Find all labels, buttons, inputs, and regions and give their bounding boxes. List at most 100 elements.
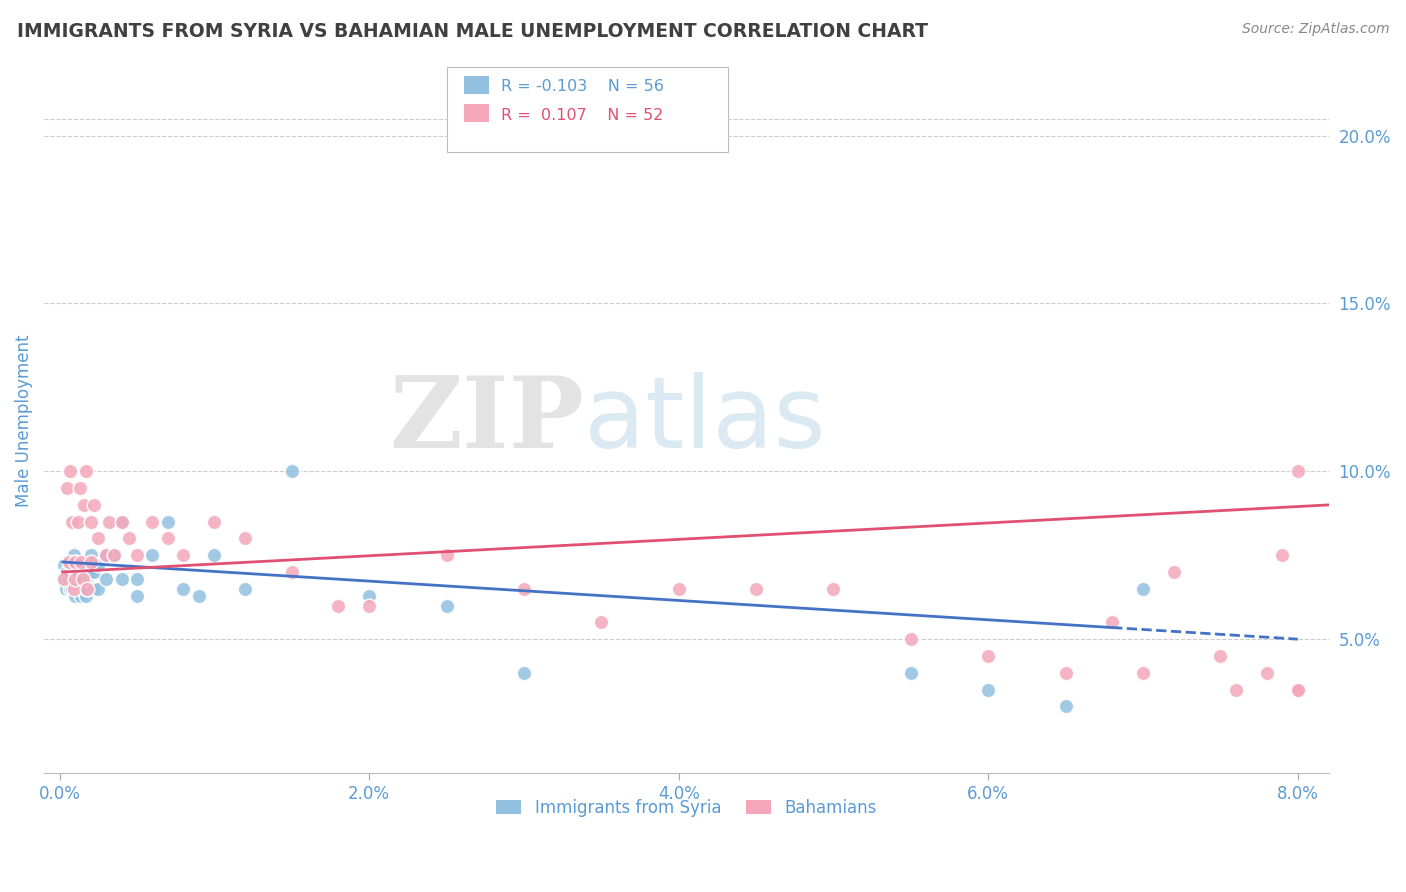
Point — [187, 589, 209, 603]
Y-axis label: Male Unemployment: Male Unemployment — [15, 334, 32, 508]
Point — [1286, 682, 1309, 697]
Point — [83, 582, 105, 596]
Point — [118, 532, 141, 546]
Point — [591, 615, 613, 630]
Point — [1286, 464, 1309, 478]
Point — [1225, 682, 1247, 697]
Point — [76, 582, 98, 596]
Point — [56, 565, 79, 579]
Point — [63, 572, 86, 586]
Point — [58, 572, 80, 586]
Legend: Immigrants from Syria, Bahamians: Immigrants from Syria, Bahamians — [488, 790, 884, 825]
Point — [513, 665, 536, 680]
Point — [60, 515, 83, 529]
Point — [94, 548, 117, 562]
Point — [1101, 615, 1123, 630]
Point — [98, 515, 121, 529]
Point — [233, 532, 256, 546]
Point — [172, 548, 194, 562]
Point — [58, 555, 80, 569]
Point — [69, 558, 91, 573]
Point — [668, 582, 690, 596]
Point — [1256, 665, 1278, 680]
Point — [69, 582, 91, 596]
Point — [1054, 665, 1077, 680]
Point — [59, 464, 82, 478]
Point — [73, 498, 96, 512]
Point — [63, 555, 86, 569]
Point — [79, 555, 101, 569]
Point — [156, 515, 179, 529]
Point — [1209, 648, 1232, 663]
Point — [60, 558, 83, 573]
Point — [59, 565, 82, 579]
Point — [75, 464, 97, 478]
Point — [103, 548, 125, 562]
Text: ZIP: ZIP — [389, 373, 583, 469]
Point — [70, 589, 93, 603]
Point — [69, 481, 91, 495]
Point — [79, 515, 101, 529]
Point — [172, 582, 194, 596]
Point — [202, 548, 225, 562]
Point — [328, 599, 350, 613]
Point — [977, 682, 1000, 697]
Point — [72, 558, 94, 573]
Text: Source: ZipAtlas.com: Source: ZipAtlas.com — [1241, 22, 1389, 37]
Text: atlas: atlas — [583, 373, 825, 469]
Point — [60, 582, 83, 596]
Point — [67, 582, 90, 596]
Point — [63, 572, 86, 586]
Point — [202, 515, 225, 529]
Text: IMMIGRANTS FROM SYRIA VS BAHAMIAN MALE UNEMPLOYMENT CORRELATION CHART: IMMIGRANTS FROM SYRIA VS BAHAMIAN MALE U… — [17, 22, 928, 41]
Point — [70, 555, 93, 569]
Point — [72, 582, 94, 596]
Point — [141, 515, 163, 529]
Point — [62, 548, 84, 562]
Point — [436, 548, 458, 562]
Point — [53, 558, 76, 573]
Point — [87, 558, 110, 573]
Point — [70, 572, 93, 586]
Point — [900, 632, 922, 647]
Point — [67, 565, 90, 579]
Point — [513, 582, 536, 596]
Point — [63, 589, 86, 603]
Point — [62, 582, 84, 596]
Point — [56, 481, 79, 495]
Point — [83, 498, 105, 512]
Point — [125, 548, 148, 562]
Text: R = -0.103    N = 56: R = -0.103 N = 56 — [501, 79, 664, 94]
Point — [67, 515, 90, 529]
Point — [79, 565, 101, 579]
Point — [359, 599, 381, 613]
Point — [75, 589, 97, 603]
Point — [281, 565, 304, 579]
Point — [72, 572, 94, 586]
Point — [55, 582, 77, 596]
Point — [62, 572, 84, 586]
Point — [76, 558, 98, 573]
Point — [977, 648, 1000, 663]
Point — [436, 599, 458, 613]
Point — [73, 582, 96, 596]
Point — [94, 548, 117, 562]
Point — [125, 589, 148, 603]
Point — [1286, 682, 1309, 697]
Point — [58, 555, 80, 569]
Point — [900, 665, 922, 680]
Point — [79, 548, 101, 562]
Point — [156, 532, 179, 546]
Point — [1163, 565, 1185, 579]
Point — [141, 548, 163, 562]
Point — [1054, 699, 1077, 714]
Point — [73, 565, 96, 579]
Point — [52, 572, 75, 586]
Point — [1132, 582, 1154, 596]
Point — [63, 555, 86, 569]
Point — [110, 515, 132, 529]
Point — [103, 548, 125, 562]
Point — [823, 582, 845, 596]
Point — [281, 464, 304, 478]
Point — [745, 582, 768, 596]
